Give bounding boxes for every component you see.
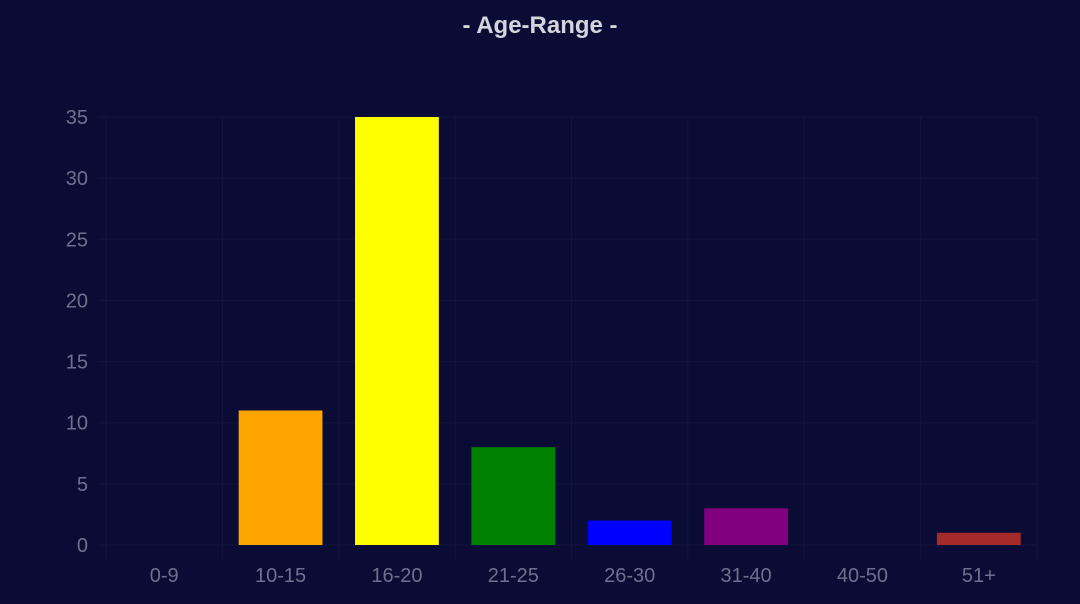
bar-10-15 bbox=[238, 410, 323, 545]
bar-26-30 bbox=[587, 520, 672, 545]
x-tick-label: 10-15 bbox=[255, 565, 306, 587]
y-tick-label: 0 bbox=[77, 535, 88, 557]
x-tick-label: 51+ bbox=[962, 565, 996, 587]
x-tick-label: 21-25 bbox=[488, 565, 539, 587]
y-tick-label: 5 bbox=[77, 474, 88, 496]
y-tick-label: 20 bbox=[66, 290, 88, 312]
x-tick-label: 40-50 bbox=[837, 565, 888, 587]
bar-31-40 bbox=[704, 508, 788, 545]
bar-21-25 bbox=[471, 447, 556, 545]
bar-51+ bbox=[936, 532, 1021, 545]
y-tick-label: 35 bbox=[66, 107, 88, 129]
y-tick-label: 25 bbox=[66, 229, 88, 251]
bar-16-20 bbox=[355, 117, 439, 545]
y-tick-label: 10 bbox=[66, 413, 88, 435]
y-tick-label: 30 bbox=[66, 168, 88, 190]
chart-title: - Age-Range - bbox=[462, 12, 618, 39]
x-tick-label: 0-9 bbox=[150, 565, 179, 587]
x-tick-label: 26-30 bbox=[604, 565, 655, 587]
x-tick-label: 16-20 bbox=[371, 565, 422, 587]
y-tick-label: 15 bbox=[66, 352, 88, 374]
x-tick-label: 31-40 bbox=[720, 565, 771, 587]
